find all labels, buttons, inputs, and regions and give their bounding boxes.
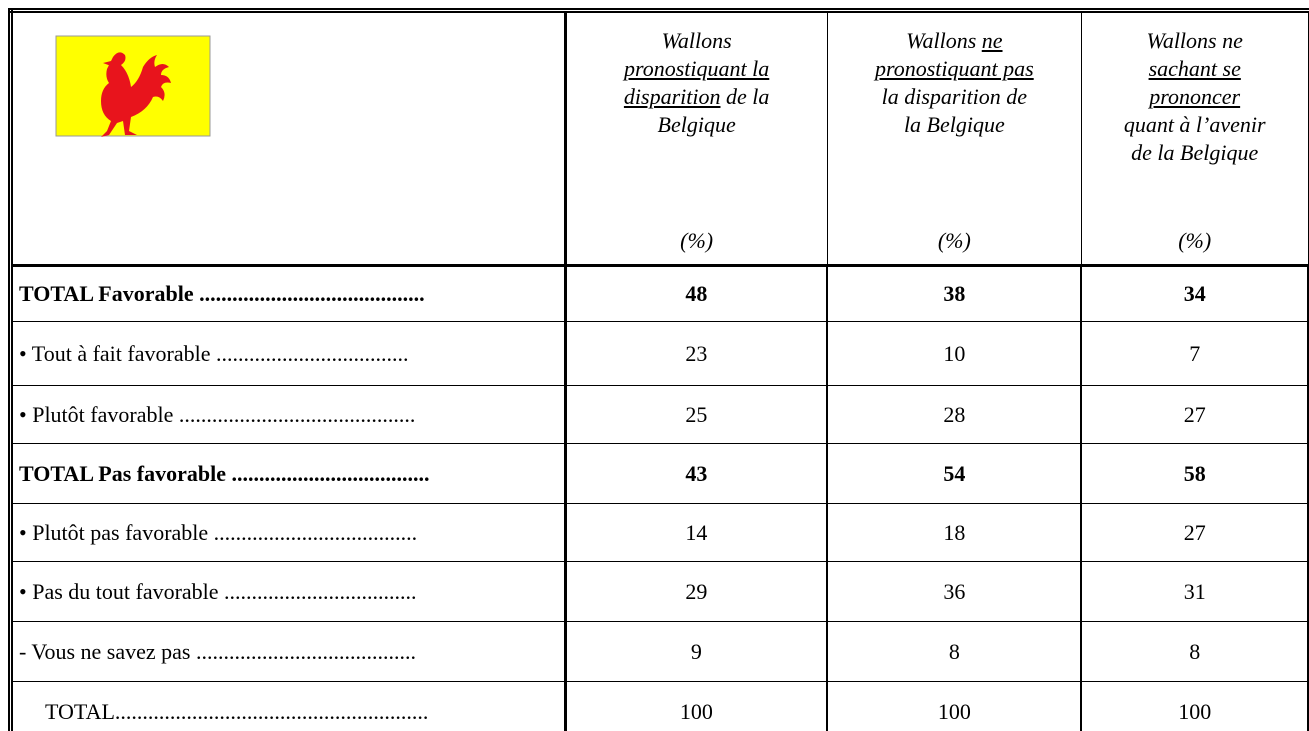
header-line: Belgique	[567, 111, 827, 139]
header-line: pronostiquant la	[567, 55, 827, 83]
header-text: de la Belgique	[1131, 140, 1259, 165]
cell-value: 27	[1080, 503, 1309, 562]
cell-value: 100	[1080, 681, 1309, 731]
header-line: Wallons ne	[828, 27, 1080, 55]
cell-value: 7	[1080, 321, 1309, 386]
wallonia-flag	[55, 35, 211, 137]
column-header: Wallons ne sachant se prononcer quant à l’a…	[1080, 10, 1309, 267]
data-row: • Tout à fait favorable ................…	[10, 321, 1309, 386]
column-header: Wallons pronostiquant la disparition de la…	[564, 10, 828, 267]
cell-value: 43	[563, 443, 829, 504]
cell-value: 54	[826, 443, 1083, 504]
cell-value: 9	[563, 621, 829, 682]
unit-label: (%)	[1178, 228, 1212, 253]
header-text: pronostiquant la	[624, 56, 770, 81]
row-label: • Plutôt favorable .....................…	[10, 385, 567, 444]
cell-value: 18	[826, 503, 1083, 562]
data-row: • Plutôt pas favorable .................…	[10, 503, 1309, 562]
data-row: TOTAL Favorable ........................…	[8, 265, 1309, 322]
header-text: pronostiquant pas	[874, 56, 1034, 81]
cell-value: 8	[826, 621, 1083, 682]
cell-value: 28	[826, 385, 1083, 444]
cell-value: 14	[563, 503, 829, 562]
header-text: Belgique	[657, 112, 736, 137]
cell-value: 10	[826, 321, 1083, 386]
header-text: sachant se	[1148, 56, 1241, 81]
data-row: • Pas du tout favorable ................…	[10, 561, 1309, 622]
header-text: quant à l’avenir	[1123, 112, 1266, 137]
header-text: la disparition de	[881, 84, 1028, 109]
data-row: - Vous ne savez pas ....................…	[10, 621, 1309, 682]
cell-value: 48	[563, 265, 829, 322]
column-header: Wallons ne pronostiquant pas la disparitio…	[826, 10, 1082, 267]
header-text: disparition	[623, 84, 721, 109]
cell-value: 27	[1080, 385, 1309, 444]
row-label: TOTAL Favorable ........................…	[8, 265, 567, 322]
cell-value: 25	[563, 385, 829, 444]
row-label: TOTAL Pas favorable ....................…	[8, 443, 567, 504]
row-label: • Pas du tout favorable ................…	[10, 561, 567, 622]
cell-value: 100	[563, 681, 829, 731]
cell-value: 31	[1080, 561, 1309, 622]
cell-value: 38	[826, 265, 1083, 322]
header-line: de la Belgique	[1082, 139, 1307, 167]
header-text: de la	[720, 84, 770, 109]
header-text: ne	[981, 28, 1003, 53]
data-row: TOTAL Pas favorable ....................…	[8, 443, 1309, 504]
cell-value: 34	[1080, 265, 1309, 322]
header-text: Wallons	[661, 28, 732, 53]
unit-label: (%)	[680, 228, 714, 253]
data-row: • Plutôt favorable .....................…	[10, 385, 1309, 444]
cell-value: 29	[563, 561, 829, 622]
header-line: disparition de la	[567, 83, 827, 111]
header-line: la Belgique	[828, 111, 1080, 139]
header-line: pronostiquant pas	[828, 55, 1080, 83]
row-label: TOTAL...................................…	[8, 681, 567, 731]
cell-value: 23	[563, 321, 829, 386]
row-label: • Tout à fait favorable ................…	[10, 321, 567, 386]
row-label: - Vous ne savez pas ....................…	[10, 621, 567, 682]
header-text: la Belgique	[903, 112, 1005, 137]
unit-label: (%)	[937, 228, 971, 253]
header-text: prononcer	[1149, 84, 1241, 109]
header-line: quant à l’avenir	[1082, 111, 1307, 139]
header-row: Wallons pronostiquant la disparition de la…	[8, 10, 1309, 267]
header-text: Wallons	[906, 28, 982, 53]
cell-value: 36	[826, 561, 1083, 622]
header-line: prononcer	[1082, 83, 1307, 111]
flag-cell	[8, 10, 567, 267]
header-text: Wallons ne	[1146, 28, 1243, 53]
results-table: Wallons pronostiquant la disparition de la…	[8, 8, 1309, 731]
header-line: la disparition de	[828, 83, 1080, 111]
header-line: sachant se	[1082, 55, 1307, 83]
cell-value: 58	[1080, 443, 1309, 504]
header-line: Wallons	[567, 27, 827, 55]
row-label: • Plutôt pas favorable .................…	[10, 503, 567, 562]
header-line: Wallons ne	[1082, 27, 1307, 55]
cell-value: 8	[1080, 621, 1309, 682]
data-row: TOTAL...................................…	[8, 681, 1309, 731]
cell-value: 100	[826, 681, 1083, 731]
